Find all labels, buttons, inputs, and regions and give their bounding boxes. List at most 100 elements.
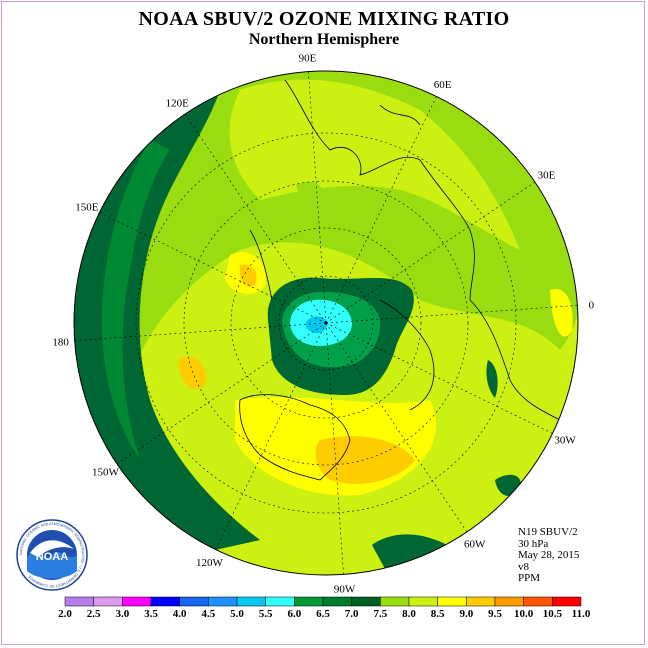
meridian-line xyxy=(74,322,327,341)
colorbar-swatch xyxy=(437,596,467,607)
colorbar-swatch xyxy=(265,596,295,607)
info-version: v8 xyxy=(518,560,529,573)
meridian-line xyxy=(215,322,327,550)
info-level: 30 hPa xyxy=(518,537,549,550)
logo-text: NOAA xyxy=(36,551,68,563)
colorbar-tick-label: 10.0 xyxy=(514,608,534,620)
colorbar-swatch xyxy=(494,596,524,607)
colorbar-tick-label: 4.0 xyxy=(173,608,187,620)
logo-wave xyxy=(27,551,77,579)
info-units: PPM xyxy=(518,572,541,584)
colorbar-tick-label: 10.5 xyxy=(543,608,563,620)
colorbar-tick-label: 7.0 xyxy=(345,608,359,620)
field-7.0-west xyxy=(74,71,260,560)
field-9.0-c xyxy=(315,436,415,484)
lat-circle xyxy=(278,275,374,371)
longitude-label: 180 xyxy=(52,337,69,349)
field-6.5-west xyxy=(101,140,170,460)
meridian-line xyxy=(325,322,468,533)
longitude-labels: 90E 60E 30E 0 30W 60W 90W 120W 150W 180 150E 120E xyxy=(52,53,594,596)
colorbar-swatch xyxy=(294,596,324,607)
meridian-line xyxy=(325,305,578,324)
meridians xyxy=(74,71,578,575)
colorbar-swatch xyxy=(552,596,582,607)
coast-india xyxy=(379,104,421,126)
longitude-label: 30E xyxy=(538,169,556,181)
info-date: May 28, 2015 xyxy=(518,549,580,561)
field-7.0-east xyxy=(486,360,498,398)
coast-europe xyxy=(469,299,561,421)
colorbar-tick-label: 9.0 xyxy=(459,608,473,620)
meridian-line xyxy=(116,322,327,465)
colorbar-swatch xyxy=(351,596,381,607)
lat-circle xyxy=(230,227,422,419)
colorbar-tick-label: 8.5 xyxy=(431,608,445,620)
longitude-label: 30W xyxy=(554,435,576,447)
meridian-line xyxy=(325,322,553,434)
colorbar-tick-label: 9.5 xyxy=(488,608,502,620)
colorbar-swatch xyxy=(408,596,438,607)
colorbar-swatch xyxy=(322,596,352,607)
map-title: NOAA SBUV/2 OZONE MIXING RATIO xyxy=(138,8,510,30)
longitude-label: 150W xyxy=(92,467,120,479)
lat-circle xyxy=(135,132,517,514)
meridian-line xyxy=(325,322,344,575)
colorbar-labels: 2.0 2.5 3.0 3.5 4.0 4.5 5.0 5.5 6.0 6.5 7.0 7.5 8.0 8… xyxy=(58,608,591,620)
longitude-label: 150E xyxy=(75,201,99,213)
field-7.5-north xyxy=(296,181,325,206)
colorbar-tick-label: 3.0 xyxy=(115,608,129,620)
field-9.0-a xyxy=(239,264,257,287)
longitude-label: 90W xyxy=(334,583,356,595)
colorbar-swatch xyxy=(466,596,496,607)
map-boundary xyxy=(73,70,579,576)
colorbar-swatch xyxy=(208,596,238,607)
longitude-label: 120W xyxy=(196,557,224,569)
colorbar-tick-label: 11.0 xyxy=(572,608,591,620)
info-block: N19 SBUV/2 30 hPa May 28, 2015 v8 PPM xyxy=(518,526,580,585)
longitude-label: 0 xyxy=(589,299,595,311)
coast-greenland xyxy=(379,299,435,411)
meridian-line xyxy=(325,96,437,324)
noaa-logo: NOAA NATIONAL OCEANIC AND ATMOSPHERIC AD… xyxy=(16,519,88,591)
colorbar-tick-label: 8.0 xyxy=(402,608,416,620)
meridian-line xyxy=(184,113,327,324)
meridian-line xyxy=(308,71,327,324)
colorbar-boxes xyxy=(64,596,582,607)
colorbar-tick-label: 2.0 xyxy=(58,608,72,620)
longitude-label: 120E xyxy=(166,97,190,109)
colorbar-swatch xyxy=(64,596,94,607)
colorbar-tick-label: 6.0 xyxy=(287,608,301,620)
lat-circle xyxy=(183,180,469,466)
colorbar-tick-label: 5.5 xyxy=(259,608,273,620)
meridian-line xyxy=(99,212,327,324)
colorbar-swatch xyxy=(93,596,123,607)
coast-north-america xyxy=(239,394,351,481)
field-8.0-inner xyxy=(229,79,520,250)
colorbar-tick-label: 2.5 xyxy=(87,608,101,620)
colorbar-tick-label: 4.5 xyxy=(201,608,215,620)
field-9.0-b xyxy=(178,356,206,390)
colorbar-tick-label: 6.5 xyxy=(316,608,330,620)
colorbar-swatch xyxy=(122,596,152,607)
coastlines xyxy=(239,79,561,481)
colorbar-tick-label: 5.0 xyxy=(230,608,244,620)
coast-eurasia xyxy=(284,79,475,301)
colorbar-swatch xyxy=(150,596,180,607)
longitude-label: 60W xyxy=(464,539,486,551)
map-subtitle: Northern Hemisphere xyxy=(248,31,400,48)
meridian-line xyxy=(325,181,536,324)
latitude-circles xyxy=(135,132,517,514)
colorbar-tick-label: 7.5 xyxy=(373,608,387,620)
longitude-label: 90E xyxy=(299,53,317,65)
colorbar-swatch xyxy=(380,596,410,607)
longitude-label: 60E xyxy=(434,79,452,91)
coast-alaska xyxy=(249,229,273,301)
colorbar-tick-label: 3.5 xyxy=(144,608,158,620)
field-8.5-d xyxy=(550,289,573,337)
logo-gull xyxy=(30,540,74,557)
colorbar-swatch xyxy=(523,596,553,607)
info-instrument: N19 SBUV/2 xyxy=(518,526,578,538)
colorbar-swatch xyxy=(236,596,266,607)
